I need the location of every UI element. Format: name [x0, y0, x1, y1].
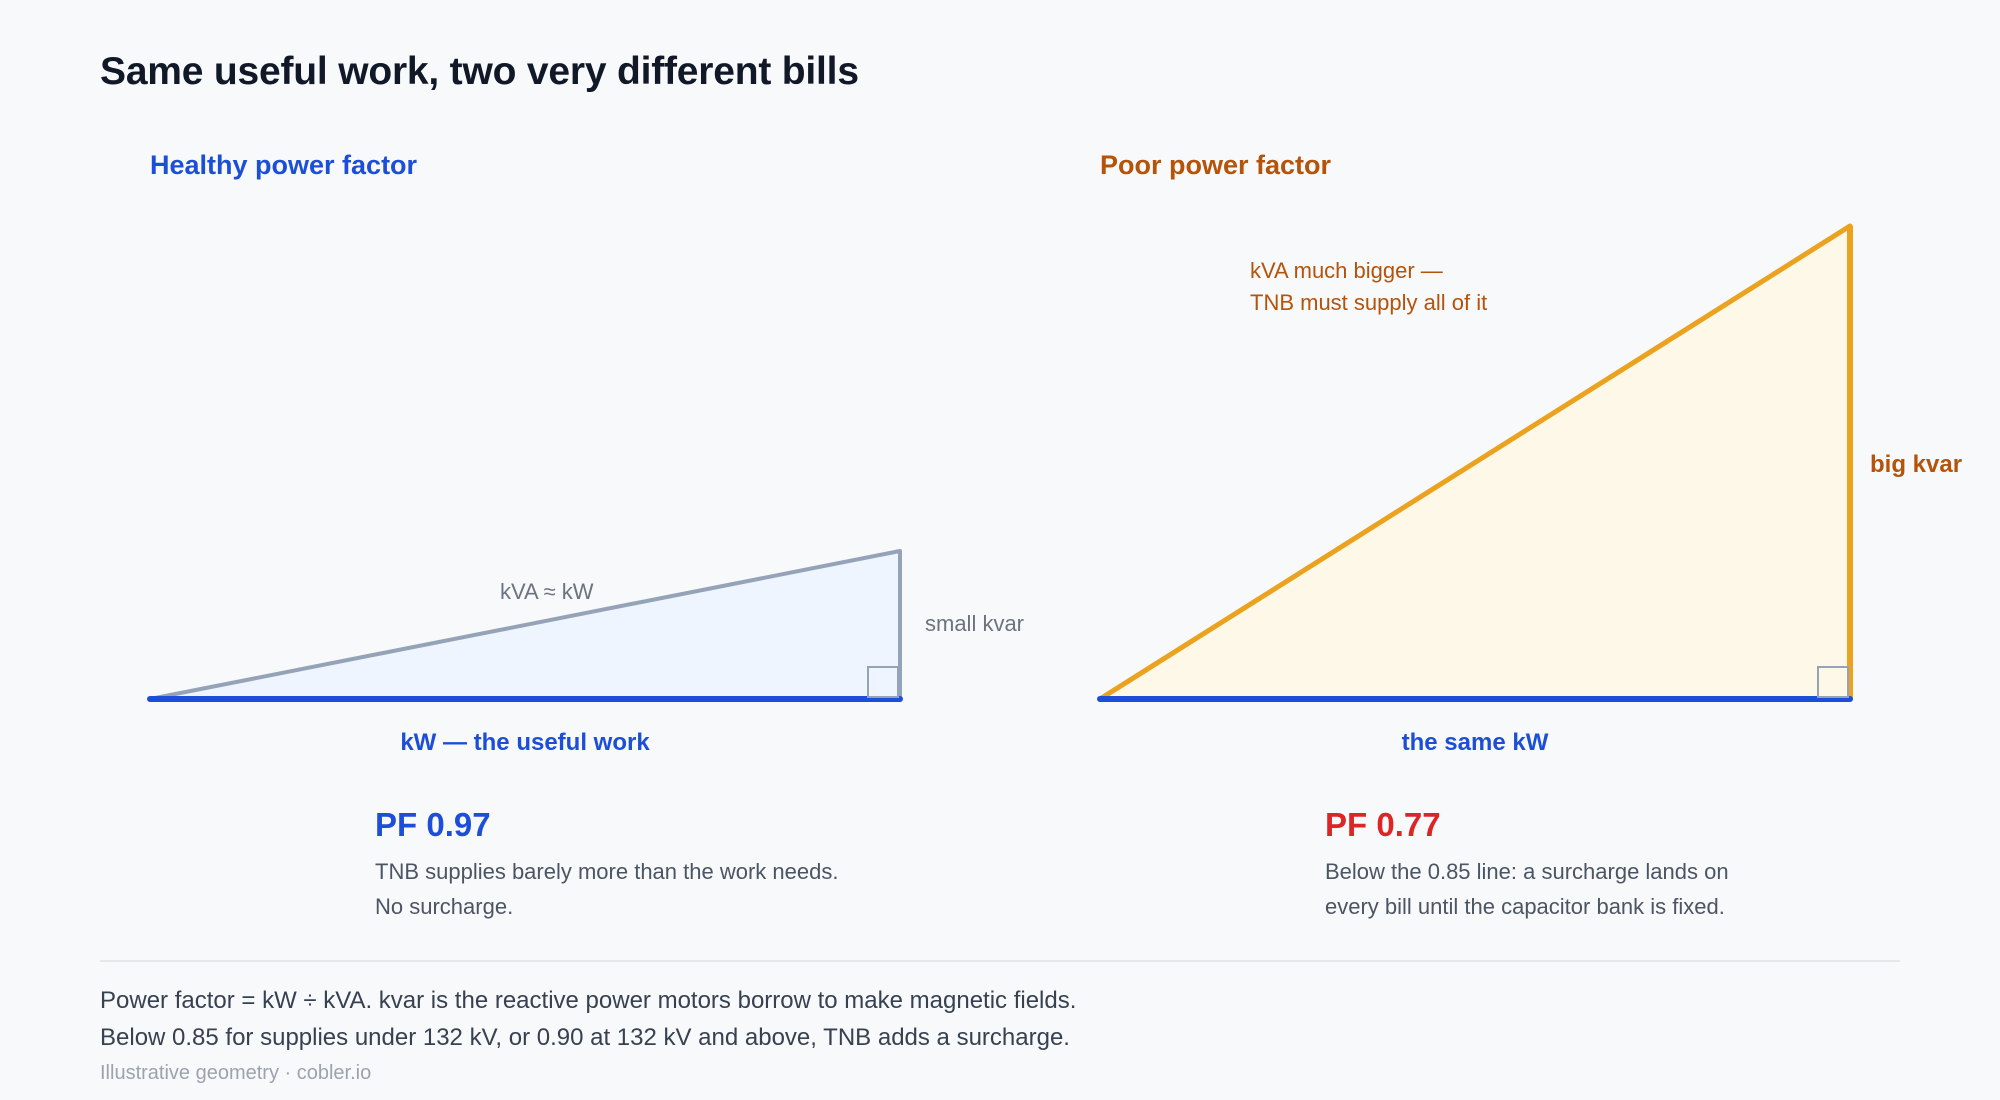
healthy-summary: PF 0.97 TNB supplies barely more than th… [375, 806, 838, 924]
poor-heading: Poor power factor [1100, 150, 1332, 180]
poor-pf-description: Below the 0.85 line: a surcharge lands o… [1325, 854, 1729, 924]
poor-kw-label: the same kW [1402, 729, 1549, 756]
poor-description-line-1: Below the 0.85 line: a surcharge lands o… [1325, 859, 1729, 884]
healthy-kva-hypotenuse [148, 549, 902, 701]
poor-right-angle-marker [1817, 666, 1849, 698]
healthy-kvar-label: small kvar [925, 611, 1024, 636]
poor-kvar-label: big kvar [1870, 451, 1962, 478]
footer-notes: Power factor = kW ÷ kVA. kvar is the rea… [100, 982, 1076, 1056]
poor-summary: PF 0.77 Below the 0.85 line: a surcharge… [1325, 806, 1729, 924]
healthy-kw-label: kW — the useful work [400, 729, 650, 756]
page-title: Same useful work, two very different bil… [100, 50, 859, 93]
healthy-right-angle-marker [867, 666, 899, 698]
healthy-kva-label: kVA ≈ kW [500, 579, 594, 604]
healthy-pf-description: TNB supplies barely more than the work n… [375, 854, 838, 924]
footer-line-2: Below 0.85 for supplies under 132 kV, or… [100, 1024, 1070, 1051]
healthy-panel: Healthy power factor kVA ≈ kW small kvar… [147, 150, 1024, 756]
footer-line-1: Power factor = kW ÷ kVA. kvar is the rea… [100, 987, 1077, 1014]
poor-kva-label-line-1: kVA much bigger — [1250, 258, 1443, 283]
poor-description-line-2: every bill until the capacitor bank is f… [1325, 894, 1725, 919]
poor-kva-hypotenuse [1097, 223, 1853, 702]
footer-divider [100, 960, 1900, 962]
healthy-heading: Healthy power factor [150, 150, 418, 180]
healthy-pf-value: PF 0.97 [375, 806, 491, 843]
credit-line: Illustrative geometry · cobler.io [100, 1062, 372, 1084]
healthy-description-line-2: No surcharge. [375, 894, 514, 919]
poor-kva-label-line-2: TNB must supply all of it [1250, 290, 1487, 315]
poor-pf-value: PF 0.77 [1325, 806, 1441, 843]
healthy-description-line-1: TNB supplies barely more than the work n… [375, 859, 839, 884]
poor-panel: Poor power factor kVA much bigger — TNB … [1097, 150, 1962, 756]
